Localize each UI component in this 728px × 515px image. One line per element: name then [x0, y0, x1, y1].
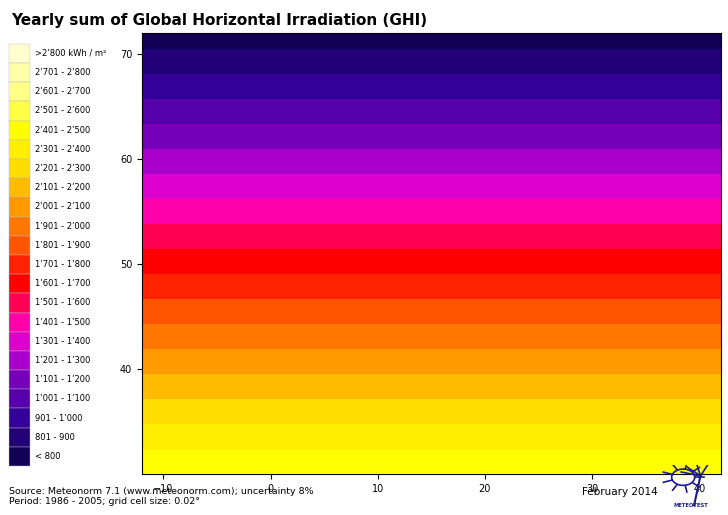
Text: 2’301 - 2’400: 2’301 - 2’400 [35, 145, 90, 154]
Text: 1’601 - 1’700: 1’601 - 1’700 [35, 279, 90, 288]
Text: 1’201 - 1’300: 1’201 - 1’300 [35, 356, 90, 365]
Text: 2’701 - 2’800: 2’701 - 2’800 [35, 68, 90, 77]
Text: February 2014: February 2014 [582, 487, 658, 496]
Text: METEOTEST: METEOTEST [673, 503, 708, 508]
Text: 1’101 - 1’200: 1’101 - 1’200 [35, 375, 90, 384]
Text: 1’501 - 1’600: 1’501 - 1’600 [35, 298, 90, 307]
Text: 1’401 - 1’500: 1’401 - 1’500 [35, 318, 90, 327]
Text: 2’001 - 2’100: 2’001 - 2’100 [35, 202, 90, 212]
Text: 2’501 - 2’600: 2’501 - 2’600 [35, 107, 90, 115]
Text: Yearly sum of Global Horizontal Irradiation (GHI): Yearly sum of Global Horizontal Irradiat… [11, 13, 427, 28]
Text: 1’901 - 2’000: 1’901 - 2’000 [35, 221, 90, 231]
Text: 1’001 - 1’100: 1’001 - 1’100 [35, 394, 90, 403]
Text: 801 - 900: 801 - 900 [35, 433, 75, 442]
Text: < 800: < 800 [35, 452, 60, 461]
Text: Source: Meteonorm 7.1 (www.meteonorm.com); uncertainty 8%
Period: 1986 - 2005; g: Source: Meteonorm 7.1 (www.meteonorm.com… [9, 487, 314, 506]
Text: 1’801 - 1’900: 1’801 - 1’900 [35, 241, 90, 250]
Text: >2’800 kWh / m²: >2’800 kWh / m² [35, 49, 106, 58]
Text: 901 - 1’000: 901 - 1’000 [35, 414, 82, 423]
Text: 2’101 - 2’200: 2’101 - 2’200 [35, 183, 90, 192]
Text: 2’601 - 2’700: 2’601 - 2’700 [35, 87, 90, 96]
Text: 2’401 - 2’500: 2’401 - 2’500 [35, 126, 90, 134]
Text: 2’201 - 2’300: 2’201 - 2’300 [35, 164, 90, 173]
Text: 1’301 - 1’400: 1’301 - 1’400 [35, 337, 90, 346]
Text: 1’701 - 1’800: 1’701 - 1’800 [35, 260, 90, 269]
